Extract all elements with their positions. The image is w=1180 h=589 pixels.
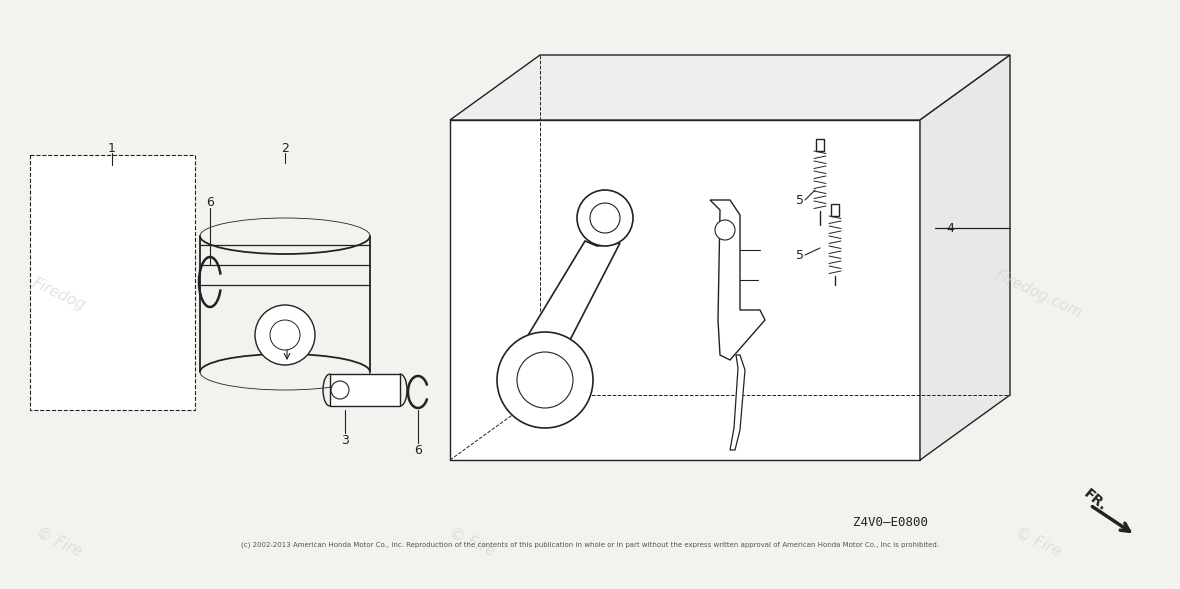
Text: © Fire: © Fire <box>447 525 497 559</box>
Text: 6: 6 <box>206 196 214 209</box>
Bar <box>817 139 824 151</box>
Bar <box>30 155 195 410</box>
Text: © Fire: © Fire <box>34 525 84 559</box>
Circle shape <box>590 203 620 233</box>
Polygon shape <box>730 355 745 450</box>
Polygon shape <box>710 200 765 360</box>
Text: 4: 4 <box>946 221 953 234</box>
Text: Firedog.com: Firedog.com <box>992 267 1084 322</box>
Polygon shape <box>920 55 1010 460</box>
Text: Firedog: Firedog <box>30 276 88 313</box>
Circle shape <box>715 220 735 240</box>
Text: 5: 5 <box>796 194 804 207</box>
Text: (c) 2002-2013 American Honda Motor Co., Inc. Reproduction of the contents of thi: (c) 2002-2013 American Honda Motor Co., … <box>241 542 939 548</box>
Polygon shape <box>450 55 1010 120</box>
Polygon shape <box>514 241 620 365</box>
Text: 2: 2 <box>281 141 289 154</box>
Circle shape <box>497 332 594 428</box>
Text: FR.: FR. <box>1081 487 1109 514</box>
Bar <box>330 374 400 406</box>
Circle shape <box>517 352 573 408</box>
Text: 5: 5 <box>796 249 804 262</box>
Bar <box>831 204 839 216</box>
Circle shape <box>577 190 632 246</box>
Circle shape <box>270 320 300 350</box>
Text: 3: 3 <box>341 434 349 446</box>
Text: © Fire: © Fire <box>1014 525 1063 559</box>
Polygon shape <box>450 120 920 460</box>
Text: 6: 6 <box>414 444 422 456</box>
Circle shape <box>332 381 349 399</box>
Text: Z4V0–E0800: Z4V0–E0800 <box>852 517 927 530</box>
Text: 1: 1 <box>109 141 116 154</box>
Circle shape <box>255 305 315 365</box>
